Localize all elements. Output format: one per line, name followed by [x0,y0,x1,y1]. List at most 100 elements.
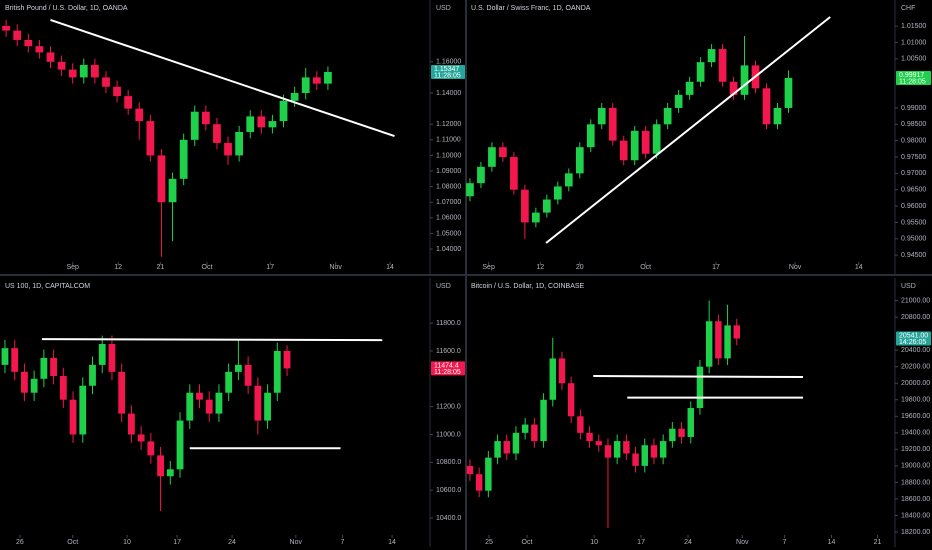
candle-body [273,350,281,393]
candle-body [553,186,562,200]
candle-body [466,465,474,475]
candle-body [196,392,203,400]
candle-body [659,441,667,458]
candle-body [79,64,88,78]
candle-body [279,100,288,122]
y-tick-label: 19000.00 [901,463,930,470]
candle-body [102,77,110,87]
unit-label: USD [436,283,451,290]
candle-body [641,445,648,466]
x-tick-label: Nov [290,539,303,546]
y-tick-label: 0.95500 [901,219,926,226]
candle-body [301,77,310,94]
x-tick-label: Oct [640,264,651,271]
y-tick-label: 21000.00 [901,297,930,304]
candle-body [687,408,694,437]
candle-body [179,139,188,179]
candle-body [619,140,628,161]
candle-body [613,441,621,458]
y-tick-label: 1.01000 [901,39,926,46]
candle-body [69,399,77,435]
candle-body [176,420,184,470]
x-tick-label: 21 [874,539,882,546]
y-tick-label: 18800.00 [901,479,930,486]
candle-body [24,39,33,47]
x-tick-label: 12 [114,264,122,271]
candle-body [254,385,262,421]
candle-body [696,366,704,409]
candle-body [608,107,617,141]
candle-body [696,62,705,82]
candle-body [674,94,683,108]
candle-body [11,348,19,372]
candle-body [532,212,540,223]
candle-body [59,376,67,400]
y-tick-label: 0.98000 [901,137,926,144]
candle-body [166,469,174,477]
candle-body [586,432,593,442]
x-tick-label: 14 [828,539,836,546]
y-tick-label: 0.98500 [901,121,926,128]
candle-body [135,108,144,122]
x-tick-label: 14 [855,264,863,271]
trend-line [41,338,383,342]
x-tick-label: 24 [228,539,236,546]
y-tick-label: 0.94500 [901,252,926,259]
x-tick-label: Nov [736,539,749,546]
candle-body [595,441,602,446]
y-tick-label: 0.97500 [901,154,926,161]
candle-body [244,364,252,386]
y-tick-label: 11000.0 [436,431,461,438]
candle-body [521,424,529,433]
trend-line [50,19,395,138]
candle-body [290,93,299,101]
candle-body [190,111,199,140]
chart-title: US 100, 1D, CAPITALCOM [5,283,90,290]
y-tick-label: 19400.00 [901,430,930,437]
candle-body [2,25,10,31]
x-tick-label: 20 [576,264,584,271]
candle-body [113,86,121,97]
price-label: 11474.4 [434,362,459,369]
candle-body [146,121,155,156]
x-tick-label: 17 [173,539,181,546]
candle-body [488,147,496,167]
price-label-box [431,361,465,376]
candle-body [1,348,9,365]
price-label: 1.15347 [434,66,459,73]
y-tick-label: 19600.00 [901,413,930,420]
y-tick-label: 1.01500 [901,23,926,30]
candle-body [268,121,277,128]
candle-body [604,445,612,458]
candle-body [577,416,584,433]
x-tick-label: Oct [522,539,533,546]
unit-label: USD [436,5,451,12]
candle-body [597,107,606,125]
y-tick-label: 0.97000 [901,170,926,177]
x-tick-label: 14 [388,539,396,546]
y-tick-label: 11600.0 [436,348,461,355]
y-tick-label: 1.11000 [436,137,461,144]
candle-body [118,371,126,414]
candle-body [124,96,133,109]
y-tick-label: 1.14000 [436,90,461,97]
y-tick-label: 19200.00 [901,446,930,453]
countdown: 11:28:05 [434,72,461,79]
candle-body [89,364,96,386]
y-tick-label: 19800.00 [901,397,930,404]
chart-title: U.S. Dollar / Swiss Franc, 1D, OANDA [471,5,591,12]
candle-body [225,371,233,393]
candle-body [168,178,177,203]
candle-body [729,81,738,95]
candle-body [540,399,547,442]
candle-body [79,385,87,435]
candle-body [623,441,630,454]
y-tick-label: 1.04000 [436,246,461,253]
trend-line [593,375,804,379]
candle-body [108,343,116,372]
countdown: 11:28:05 [899,78,926,85]
candle-body [715,321,722,359]
candle-body [724,325,731,359]
x-tick-label: 24 [684,539,692,546]
